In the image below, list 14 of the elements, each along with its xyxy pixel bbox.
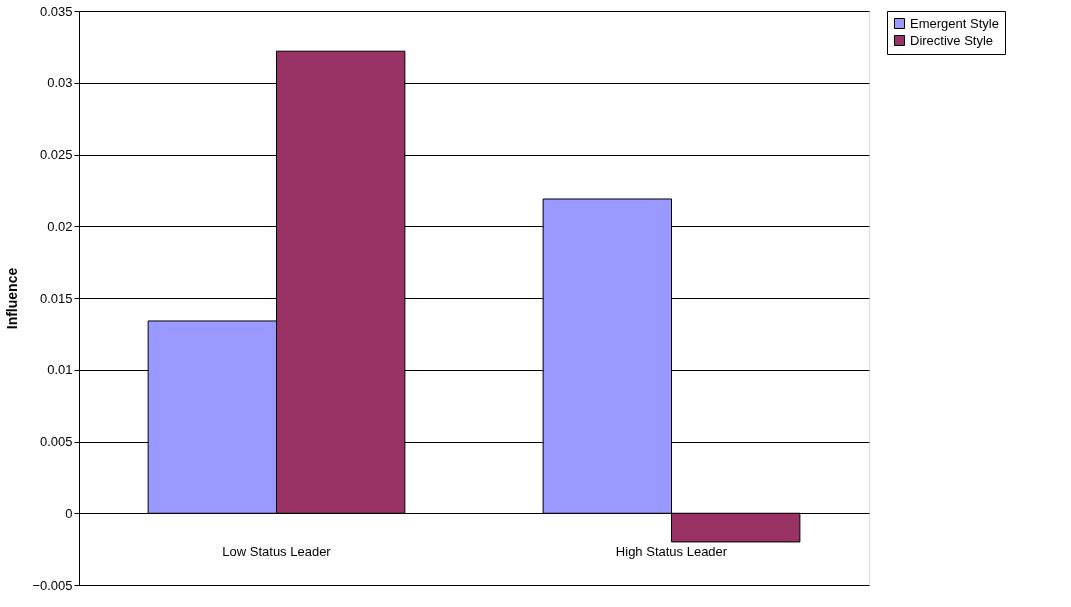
y-tick-label: −0.005 <box>32 577 73 593</box>
y-tick-label: 0.02 <box>47 218 73 234</box>
y-tick-label: 0 <box>65 505 73 521</box>
y-tick-label: 0.03 <box>47 75 73 91</box>
y-axis-title: Influence <box>4 267 21 330</box>
x-tick-label: High Status Leader <box>615 543 728 559</box>
y-tick-label: 0.035 <box>39 3 73 19</box>
legend-label: Directive Style <box>910 32 994 48</box>
y-tick-label: 0.01 <box>47 362 73 378</box>
x-tick-label: Low Status Leader <box>222 543 332 559</box>
legend-label: Emergent Style <box>910 15 999 31</box>
y-tick-label: 0.015 <box>39 290 73 306</box>
y-tick-label: 0.005 <box>39 434 73 449</box>
y-tick-label: 0.025 <box>39 147 73 162</box>
